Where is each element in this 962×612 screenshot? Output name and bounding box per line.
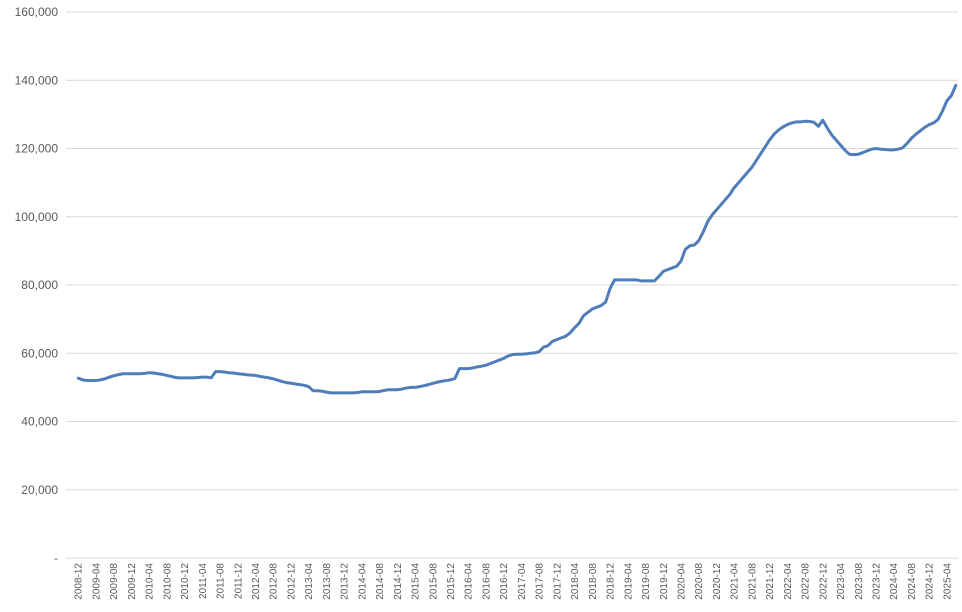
- x-tick-label: 2016-12: [499, 563, 510, 600]
- x-tick-label: 2011-04: [198, 563, 209, 599]
- x-tick-label: 2021-04: [730, 563, 741, 600]
- x-tick-label: 2024-12: [925, 563, 936, 600]
- x-tick-label: 2023-04: [836, 563, 847, 600]
- x-tick-label: 2023-08: [854, 563, 865, 600]
- x-tick-label: 2017-12: [552, 563, 563, 600]
- x-tick-label: 2009-04: [91, 563, 102, 600]
- x-tick-label: 2015-12: [446, 563, 457, 600]
- x-tick-label: 2025-04: [942, 563, 953, 600]
- y-tick-label: 60,000: [21, 346, 58, 360]
- y-tick-label: 140,000: [15, 73, 59, 87]
- x-tick-label: 2022-12: [818, 563, 829, 600]
- y-tick-label: 160,000: [15, 5, 59, 19]
- x-tick-label: 2015-08: [428, 563, 439, 600]
- line-series: [76, 83, 958, 395]
- x-tick-label: 2024-04: [889, 563, 900, 600]
- x-tick-label: 2014-04: [357, 563, 368, 600]
- x-tick-label: 2016-04: [464, 563, 475, 600]
- x-tick-label: 2022-08: [801, 563, 812, 600]
- x-tick-label: 2013-12: [340, 563, 351, 600]
- x-tick-label: 2018-04: [570, 563, 581, 600]
- x-tick-label: 2013-08: [322, 563, 333, 600]
- x-tick-label: 2017-08: [535, 563, 546, 600]
- y-tick-label: 80,000: [21, 278, 58, 292]
- x-tick-label: 2018-08: [588, 563, 599, 600]
- x-tick-label: 2012-08: [269, 563, 280, 600]
- y-tick-label: -: [54, 551, 58, 565]
- x-tick-label: 2011-12: [233, 563, 244, 599]
- x-tick-label: 2014-08: [375, 563, 386, 600]
- x-tick-label: 2021-12: [765, 563, 776, 600]
- x-tick-label: 2012-04: [251, 563, 262, 600]
- y-tick-label: 100,000: [15, 210, 59, 224]
- x-tick-label: 2019-12: [659, 563, 670, 600]
- x-tick-label: 2022-04: [783, 563, 794, 600]
- x-tick-label: 2016-08: [481, 563, 492, 600]
- x-tick-label: 2012-12: [286, 563, 297, 600]
- x-tick-label: 2024-08: [907, 563, 918, 600]
- x-tick-label: 2009-12: [127, 563, 138, 600]
- y-tick-label: 120,000: [15, 142, 59, 156]
- x-tick-label: 2009-08: [109, 563, 120, 600]
- x-tick-label: 2014-12: [393, 563, 404, 600]
- x-tick-label: 2020-08: [694, 563, 705, 600]
- x-tick-label: 2011-08: [216, 563, 227, 599]
- y-tick-label: 20,000: [21, 483, 58, 497]
- x-tick-label: 2008-12: [74, 563, 85, 600]
- x-tick-label: 2010-08: [162, 563, 173, 600]
- x-tick-label: 2013-04: [304, 563, 315, 600]
- x-tick-label: 2015-04: [411, 563, 422, 600]
- x-tick-label: 2021-08: [747, 563, 758, 600]
- x-tick-label: 2019-08: [641, 563, 652, 600]
- x-tick-label: 2010-04: [145, 563, 156, 600]
- x-tick-label: 2023-12: [872, 563, 883, 600]
- x-tick-label: 2018-12: [606, 563, 617, 600]
- x-tick-label: 2020-04: [676, 563, 687, 600]
- x-tick-label: 2020-12: [712, 563, 723, 600]
- x-tick-label: 2017-04: [517, 563, 528, 600]
- y-tick-label: 40,000: [21, 415, 58, 429]
- x-tick-label: 2010-12: [180, 563, 191, 600]
- x-tick-label: 2019-04: [623, 563, 634, 600]
